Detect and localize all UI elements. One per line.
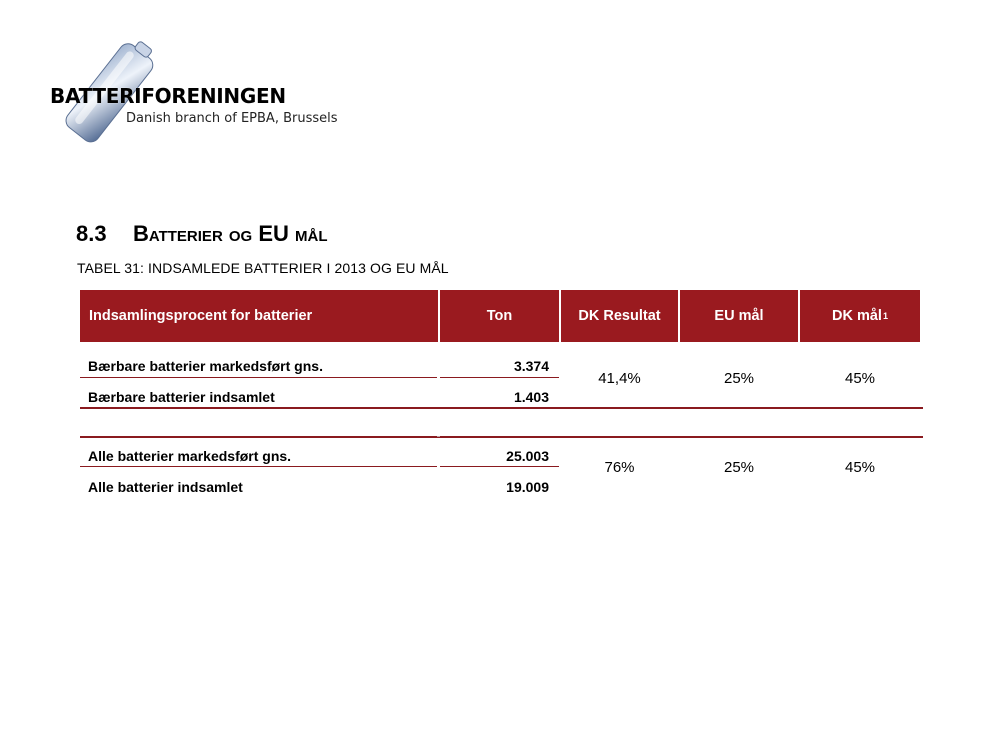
row-ton: 1.403 bbox=[513, 389, 549, 405]
header-dk-result: DK Resultat bbox=[561, 290, 678, 342]
row-ton: 25.003 bbox=[506, 448, 549, 464]
section-title: Batterier og EU mål bbox=[133, 221, 328, 246]
section-heading: 8.3 Batterier og EU mål bbox=[76, 221, 328, 247]
row-label: Bærbare batterier markedsført gns. bbox=[88, 358, 323, 374]
column-gap bbox=[437, 436, 440, 437]
row-divider bbox=[440, 466, 559, 467]
row-ton: 3.374 bbox=[513, 358, 549, 374]
eu-goal-value: 25% bbox=[723, 370, 755, 387]
group-divider bbox=[80, 407, 923, 409]
group-divider bbox=[80, 436, 923, 438]
row-ton: 19.009 bbox=[506, 479, 549, 495]
row-divider bbox=[80, 466, 437, 467]
dk-result-value: 41,4% bbox=[598, 370, 641, 387]
footnote-marker: 1 bbox=[882, 311, 888, 321]
dk-goal-value: 45% bbox=[844, 459, 876, 476]
battery-icon bbox=[65, 41, 154, 143]
row-label: Alle batterier indsamlet bbox=[88, 479, 243, 495]
table-caption: TABEL 31: INDSAMLEDE BATTERIER I 2013 OG… bbox=[77, 260, 449, 276]
row-label: Alle batterier markedsført gns. bbox=[88, 448, 292, 464]
brand-tagline: Danish branch of EPBA, Brussels bbox=[126, 111, 338, 126]
section-number: 8.3 bbox=[76, 221, 107, 246]
header-eu-goal: EU mål bbox=[680, 290, 798, 342]
header-ton: Ton bbox=[440, 290, 559, 342]
row-divider bbox=[80, 377, 437, 378]
dk-goal-value: 45% bbox=[844, 370, 876, 387]
header-label: Indsamlingsprocent for batterier bbox=[80, 290, 438, 342]
header-dk-goal: DK mål 1 bbox=[800, 290, 920, 342]
row-label: Bærbare batterier indsamlet bbox=[88, 389, 275, 405]
dk-result-value: 76% bbox=[604, 459, 635, 476]
eu-goal-value: 25% bbox=[723, 459, 755, 476]
row-divider bbox=[440, 377, 559, 378]
brand-name: BATTERIFORENINGEN bbox=[50, 84, 286, 108]
